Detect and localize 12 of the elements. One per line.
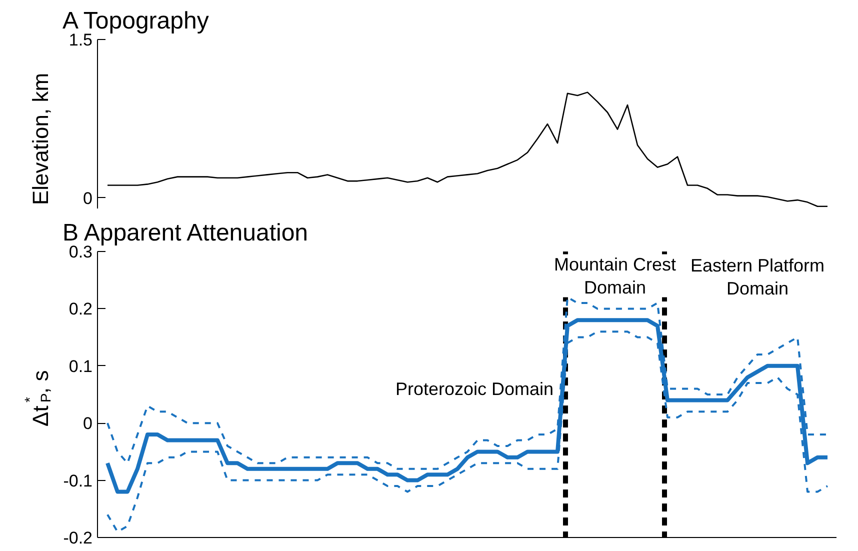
annotation: Eastern Platform Domain <box>690 256 825 299</box>
y-tick-label: 0 <box>83 414 93 434</box>
line-series <box>106 92 828 208</box>
y-tick-label: 0.2 <box>68 300 93 319</box>
y-tick-label: -0.2 <box>63 528 93 548</box>
y-tick-label: -0.1 <box>63 471 93 490</box>
y-axis-title: Elevation, km <box>28 72 53 205</box>
y-axis-title: Δt*P, s <box>22 370 54 426</box>
y-tick-label: 0 <box>83 188 93 208</box>
y-tick-label: 0.1 <box>68 356 93 376</box>
annotation: Mountain Crest Domain <box>554 254 676 298</box>
annotation: Proterozoic Domain <box>395 378 554 399</box>
